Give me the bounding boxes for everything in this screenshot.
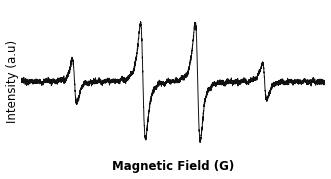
X-axis label: Magnetic Field (G): Magnetic Field (G) (112, 160, 235, 173)
Y-axis label: Intensity (a.u): Intensity (a.u) (6, 40, 19, 123)
